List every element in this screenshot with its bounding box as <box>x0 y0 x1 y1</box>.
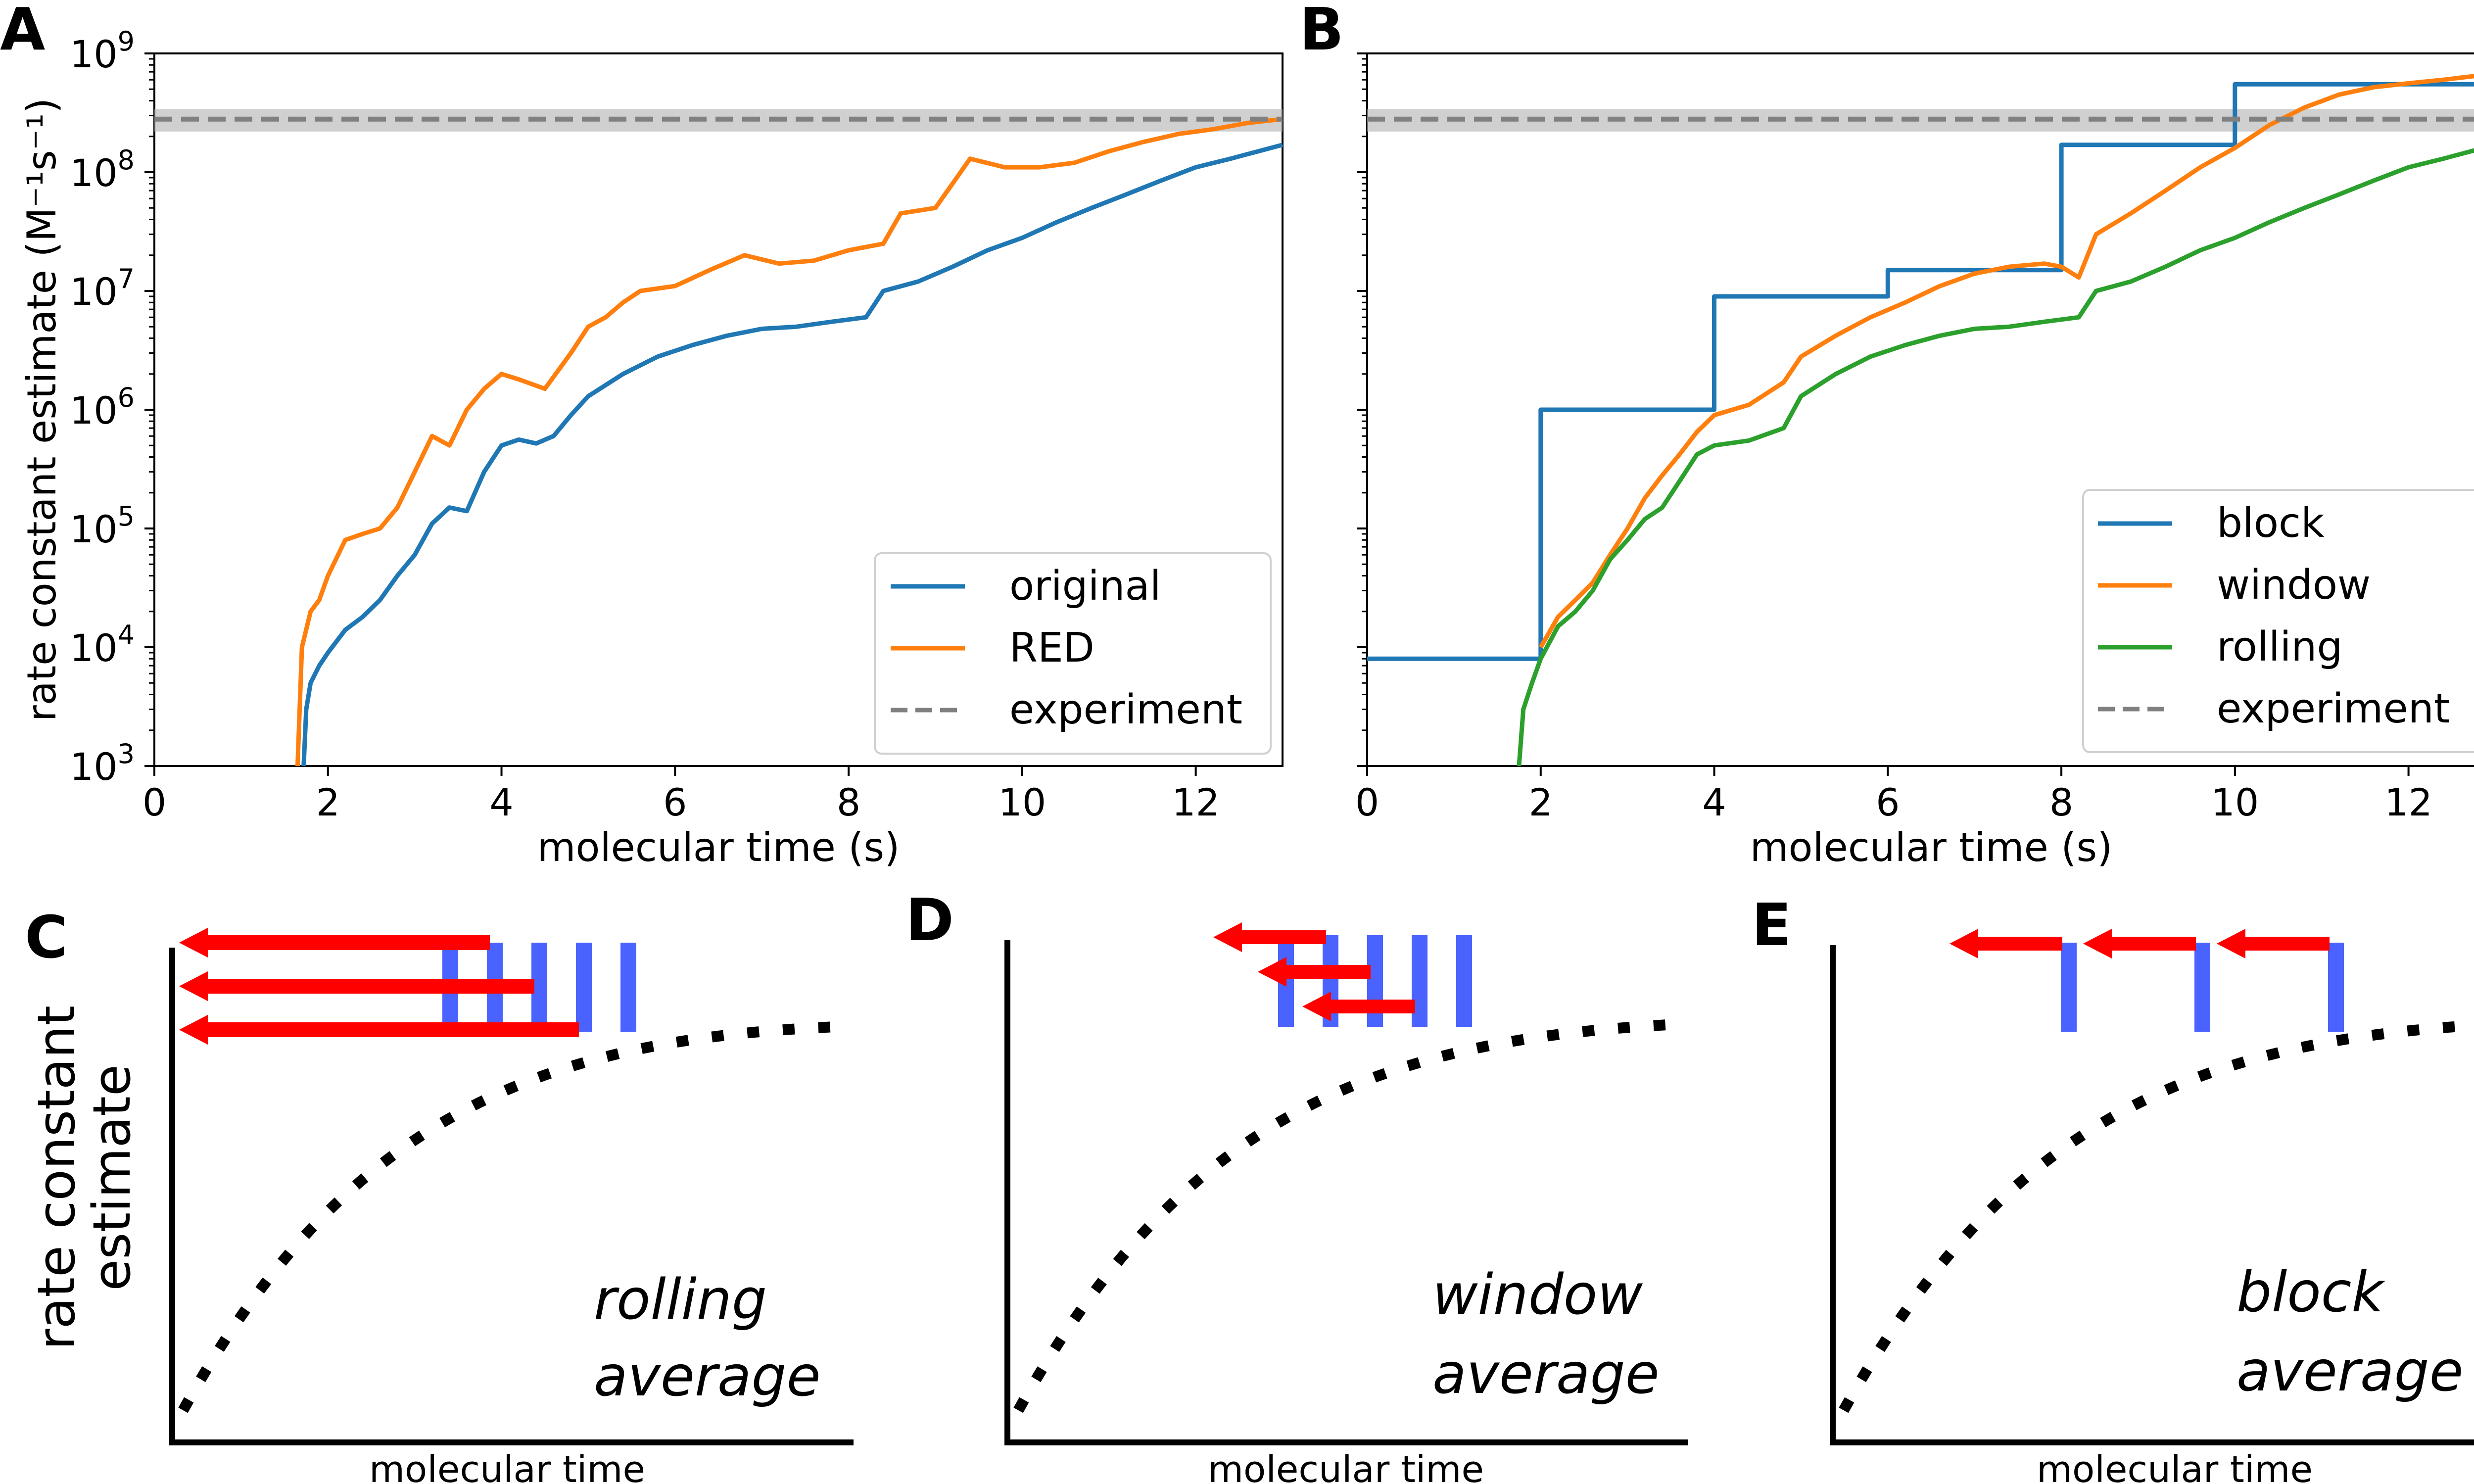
diagram-d-arrowhead-3 <box>1302 992 1331 1021</box>
plot-a-x-tick-label: 6 <box>663 780 687 824</box>
diagram-c-arrow-1 <box>208 935 490 950</box>
diagram-c-arrowhead-1 <box>179 928 208 957</box>
legend-b-block-label: block <box>2217 500 2325 547</box>
diagram-e-x-label: molecular time <box>2037 1448 2313 1484</box>
diagram-e-bar-3 <box>2328 943 2344 1032</box>
diagram-c-arrow-3 <box>208 1022 579 1037</box>
legend-b: block window rolling experiment <box>2082 489 2474 753</box>
diagram-e-arrow-3 <box>2245 937 2330 951</box>
plot-a-x-axis-title: molecular time (s) <box>537 824 900 870</box>
plot-a-y-tick-label: 105 <box>70 501 135 551</box>
plot-b-x-tick-label: 4 <box>1702 780 1726 824</box>
diagram-e-arrowhead-1 <box>1950 929 1978 958</box>
legend-a: original RED experiment <box>874 552 1272 755</box>
plot-a-y-axis-title: rate constant estimate (M⁻¹s⁻¹) <box>19 98 65 721</box>
diagram-c-arrowhead-3 <box>179 1015 208 1045</box>
plot-a-y-tick-label: 103 <box>70 738 135 789</box>
plot-a-y-tick-label: 107 <box>70 263 135 314</box>
legend-a-red-label: RED <box>1009 624 1094 671</box>
plot-a-x-tick-label: 12 <box>1172 780 1220 824</box>
plot-b-series-rolling <box>1517 148 2474 766</box>
plot-a-series <box>154 116 1284 766</box>
plot-b-x-tick-label: 8 <box>2049 780 2073 824</box>
plot-b-series-window <box>1538 74 2474 649</box>
diagram-c-arrowhead-2 <box>179 971 208 1001</box>
plot-a-x-tick-label: 0 <box>143 780 166 824</box>
plot-a-y-tick-label: 109 <box>70 26 135 76</box>
diagram-d-arrow-3 <box>1331 1000 1415 1013</box>
diagram-d-arrowhead-2 <box>1258 957 1286 987</box>
panel-letter-c: C <box>25 903 68 971</box>
plot-b: 0 2 4 6 8 10 12 molecular time (s) block windo… <box>1355 52 2474 870</box>
plot-b-y-ticks <box>1357 52 1367 767</box>
diagram-d-caption-line1: window <box>1432 1263 1643 1327</box>
diagram-d: window average molecular time <box>1004 922 1688 1484</box>
diagram-c-caption-line2: average <box>594 1344 821 1409</box>
plot-b-x-tick-label: 6 <box>1876 780 1900 824</box>
diagram-d-caption-line2: average <box>1432 1342 1660 1406</box>
panel-letter-e: E <box>1752 891 1792 959</box>
diagram-c-y-label-line1: rate constant <box>26 1005 87 1350</box>
diagram-e: block average molecular time <box>1830 929 2474 1484</box>
plot-b-x-tick-label: 10 <box>2211 780 2259 824</box>
plot-b-series <box>1367 74 2474 766</box>
legend-a-experiment-label: experiment <box>1009 686 1242 733</box>
diagram-e-caption-line1: block <box>2236 1260 2385 1325</box>
plot-a-series-red <box>295 117 1283 766</box>
plot-a-x-tick-label: 4 <box>489 780 513 824</box>
diagram-d-arrowhead-1 <box>1213 922 1242 952</box>
plot-b-x-ticks: 0 2 4 6 8 10 12 <box>1355 766 2432 824</box>
diagram-d-arrow-1 <box>1242 930 1326 944</box>
diagram-c-caption-line1: rolling <box>594 1268 767 1332</box>
plot-b-x-tick-label: 2 <box>1529 780 1553 824</box>
diagram-e-arrowhead-2 <box>2083 929 2112 958</box>
diagram-c-bar-5 <box>620 943 636 1032</box>
plot-a-y-tick-label: 104 <box>70 620 135 670</box>
diagram-e-arrow-1 <box>1978 937 2062 951</box>
plot-a-x-tick-label: 2 <box>316 780 340 824</box>
diagram-d-arrow-2 <box>1286 965 1371 979</box>
diagram-c-bar-4 <box>576 943 592 1032</box>
legend-a-original-label: original <box>1009 563 1161 610</box>
legend-b-experiment-label: experiment <box>2217 685 2450 732</box>
diagram-c: rolling average molecular time rate cons… <box>26 928 854 1484</box>
legend-a-box <box>874 552 1272 755</box>
plot-a-x-tick-label: 8 <box>837 780 860 824</box>
legend-b-window-label: window <box>2217 562 2371 609</box>
diagram-e-caption-line2: average <box>2236 1340 2464 1404</box>
diagram-d-x-label: molecular time <box>1208 1448 1484 1484</box>
panel-letter-d: D <box>905 886 954 954</box>
diagram-e-bar-1 <box>2061 943 2077 1032</box>
panel-letter-b: B <box>1299 0 1344 63</box>
plot-b-x-tick-label: 0 <box>1355 780 1379 824</box>
diagram-d-curve <box>1013 1019 1678 1413</box>
legend-b-box <box>2082 489 2474 753</box>
diagram-c-y-label-line2: estimate <box>82 1064 142 1291</box>
diagram-d-bar-5 <box>1456 935 1472 1027</box>
plot-a-y-ticks: 103 104 105 106 107 108 109 <box>70 26 154 789</box>
diagram-e-bar-2 <box>2194 943 2210 1032</box>
plot-a-x-ticks: 0 2 4 6 8 10 12 <box>143 766 1220 824</box>
diagram-c-x-label: molecular time <box>369 1448 645 1484</box>
plot-a-y-tick-label: 106 <box>70 382 135 432</box>
panel-letter-a: A <box>0 0 45 63</box>
diagram-e-arrow-2 <box>2112 937 2196 951</box>
diagram-c-arrow-2 <box>208 979 534 994</box>
plot-a-y-tick-label: 108 <box>70 144 135 195</box>
plot-b-series-block <box>1367 82 2474 661</box>
plot-a-x-tick-label: 10 <box>998 780 1046 824</box>
diagram-e-arrowhead-3 <box>2217 929 2245 958</box>
plot-a: 0 2 4 6 8 10 12 103 104 105 106 107 108 109 molecula… <box>19 26 1284 870</box>
plot-b-x-axis-title: molecular time (s) <box>1750 824 2113 870</box>
plot-a-series-original <box>301 143 1284 766</box>
plot-b-x-tick-label: 12 <box>2384 780 2432 824</box>
legend-b-rolling-label: rolling <box>2217 623 2342 670</box>
